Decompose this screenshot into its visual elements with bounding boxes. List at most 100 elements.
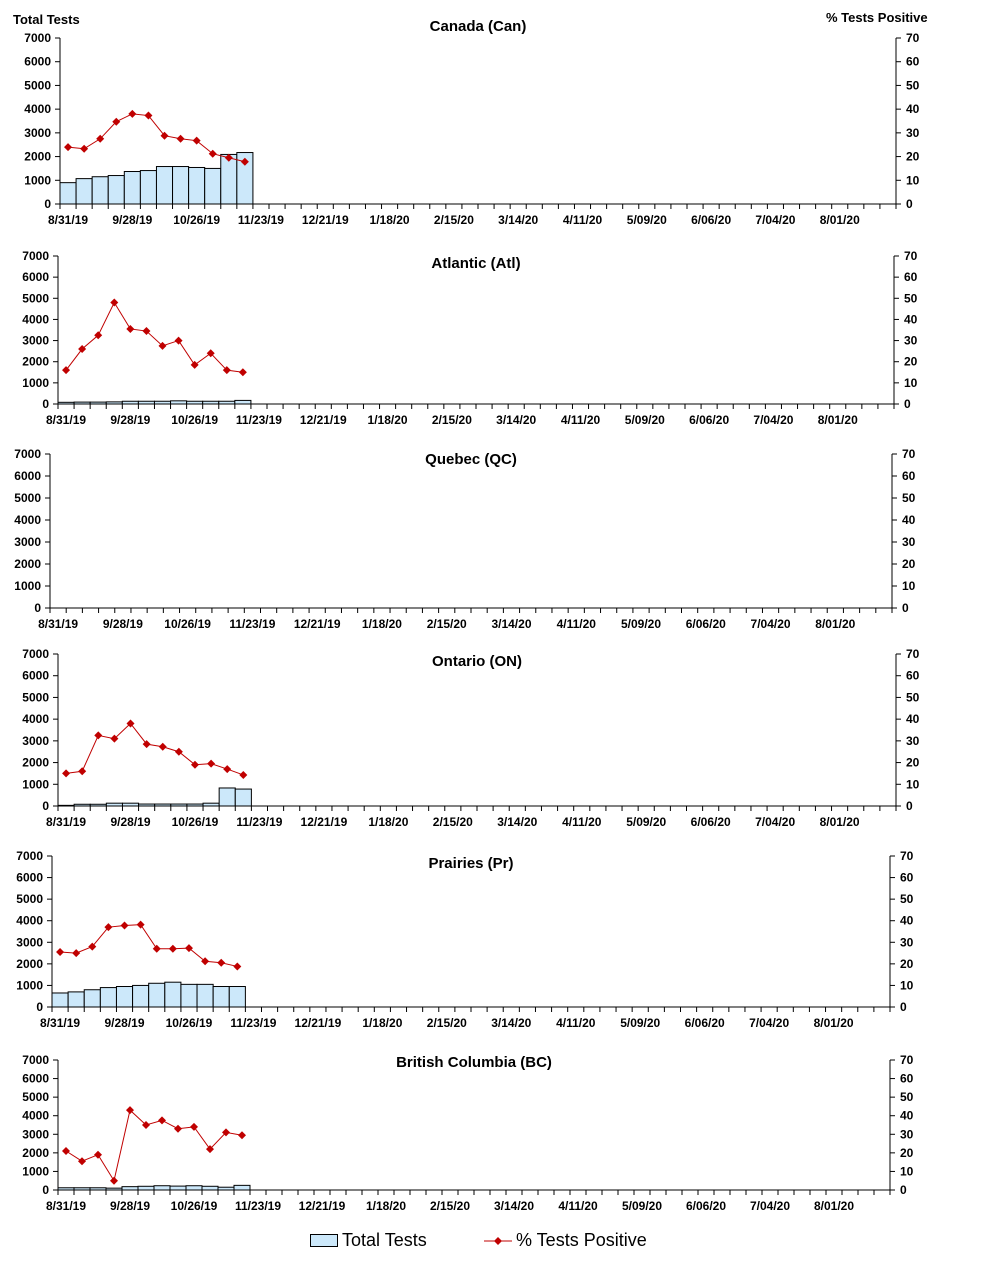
bar-total-tests bbox=[105, 802, 123, 807]
pct-marker bbox=[184, 944, 193, 953]
pct-marker bbox=[224, 153, 233, 162]
bar-total-tests bbox=[233, 1184, 251, 1191]
y2-tick-label: 70 bbox=[904, 249, 918, 263]
bar-total-tests bbox=[89, 803, 107, 807]
pct-marker bbox=[190, 360, 199, 369]
y-tick-label: 4000 bbox=[24, 102, 51, 116]
x-tick-label: 6/06/20 bbox=[685, 1016, 725, 1030]
bar-total-tests bbox=[138, 803, 156, 807]
panel-2: Quebec (QC) 0 0 1000 10 2000 20 3000 30 4000 40 500… bbox=[14, 447, 915, 631]
y2-tick-label: 0 bbox=[906, 197, 913, 211]
bar-total-tests bbox=[202, 400, 220, 405]
x-tick-label: 3/14/20 bbox=[491, 1016, 531, 1030]
right-axis-title: % Tests Positive bbox=[826, 10, 928, 25]
bar-total-tests bbox=[73, 1187, 91, 1191]
x-tick-label: 6/06/20 bbox=[691, 815, 731, 829]
bar-total-tests bbox=[89, 401, 107, 405]
pct-marker bbox=[238, 1131, 246, 1140]
x-tick-label: 10/26/19 bbox=[171, 1199, 218, 1213]
x-tick-label: 9/28/19 bbox=[112, 213, 152, 227]
bar-total-tests bbox=[218, 400, 236, 405]
y-tick-label: 4000 bbox=[22, 1109, 49, 1123]
bar-total-tests bbox=[132, 984, 150, 1008]
pct-marker bbox=[62, 1147, 70, 1155]
y-tick-label: 2000 bbox=[24, 150, 51, 164]
x-tick-label: 1/18/20 bbox=[368, 815, 408, 829]
y-tick-label: 4000 bbox=[14, 513, 41, 527]
pct-marker bbox=[152, 944, 161, 953]
pct-marker bbox=[144, 111, 153, 120]
y2-tick-label: 50 bbox=[906, 690, 920, 704]
pct-marker bbox=[104, 923, 113, 932]
pct-marker bbox=[190, 1122, 198, 1131]
x-tick-label: 2/15/20 bbox=[432, 413, 472, 427]
y-tick-label: 5000 bbox=[14, 491, 41, 505]
panel-title: British Columbia (BC) bbox=[396, 1054, 552, 1071]
pct-marker bbox=[206, 1145, 214, 1154]
x-tick-label: 4/11/20 bbox=[557, 617, 597, 631]
bar-total-tests bbox=[169, 1185, 187, 1191]
pct-marker bbox=[174, 1124, 182, 1133]
y2-tick-label: 60 bbox=[906, 55, 920, 69]
y-tick-label: 3000 bbox=[22, 734, 49, 748]
pct-marker bbox=[80, 144, 89, 153]
pct-marker bbox=[217, 958, 226, 967]
pct-marker bbox=[222, 366, 231, 375]
panel-1: Atlantic (Atl) 0 0 1000 10 2000 20 3000 30 4000 40… bbox=[22, 249, 917, 427]
pct-marker bbox=[142, 740, 151, 749]
x-tick-label: 8/31/19 bbox=[40, 1016, 80, 1030]
y-tick-label: 1000 bbox=[22, 376, 49, 390]
bar-total-tests bbox=[172, 166, 190, 205]
x-tick-label: 8/01/20 bbox=[820, 815, 860, 829]
y2-tick-label: 60 bbox=[902, 469, 916, 483]
pct-marker bbox=[72, 949, 81, 958]
panel-3: Ontario (ON) 0 0 1000 10 2000 20 3000 30 4000 40 50… bbox=[22, 647, 919, 829]
bar-total-tests bbox=[202, 802, 220, 807]
y-tick-label: 4000 bbox=[22, 712, 49, 726]
y-tick-label: 3000 bbox=[22, 334, 49, 348]
y2-tick-label: 40 bbox=[902, 513, 916, 527]
x-tick-label: 8/31/19 bbox=[48, 213, 88, 227]
bar-total-tests bbox=[57, 401, 75, 405]
x-tick-label: 11/23/19 bbox=[238, 213, 284, 227]
bar-total-tests bbox=[121, 802, 140, 807]
y2-tick-label: 0 bbox=[906, 799, 913, 813]
bar-total-tests bbox=[201, 1185, 219, 1191]
x-tick-label: 7/04/20 bbox=[753, 413, 793, 427]
x-tick-label: 3/14/20 bbox=[494, 1199, 534, 1213]
y-tick-label: 6000 bbox=[22, 270, 49, 284]
pct-marker bbox=[190, 760, 199, 769]
bar-total-tests bbox=[59, 182, 77, 205]
y-tick-label: 0 bbox=[34, 601, 41, 615]
line-pct-positive bbox=[60, 924, 238, 967]
y2-tick-label: 70 bbox=[900, 849, 914, 863]
pct-marker bbox=[158, 341, 167, 350]
y-tick-label: 4000 bbox=[22, 312, 49, 326]
x-tick-label: 11/23/19 bbox=[229, 617, 275, 631]
pct-marker bbox=[206, 349, 215, 358]
pct-marker bbox=[94, 1150, 102, 1159]
y-tick-label: 0 bbox=[42, 397, 49, 411]
bar-total-tests bbox=[115, 986, 134, 1008]
bar-total-tests bbox=[170, 803, 188, 807]
x-tick-label: 9/28/19 bbox=[104, 1016, 144, 1030]
y2-tick-label: 40 bbox=[904, 312, 918, 326]
x-tick-label: 10/26/19 bbox=[173, 213, 220, 227]
x-tick-label: 12/21/19 bbox=[301, 815, 348, 829]
x-tick-label: 7/04/20 bbox=[751, 617, 791, 631]
legend-bars: Total Tests bbox=[310, 1230, 427, 1251]
x-tick-label: 3/14/20 bbox=[496, 413, 536, 427]
bar-total-tests bbox=[75, 178, 93, 205]
line-pct-positive bbox=[67, 113, 246, 163]
y2-tick-label: 10 bbox=[900, 1164, 914, 1178]
x-tick-label: 4/11/20 bbox=[563, 213, 603, 227]
y-tick-label: 2000 bbox=[16, 957, 43, 971]
x-tick-label: 6/06/20 bbox=[686, 617, 726, 631]
x-tick-label: 9/28/19 bbox=[110, 413, 150, 427]
y2-tick-label: 10 bbox=[906, 173, 920, 187]
y2-tick-label: 50 bbox=[902, 491, 916, 505]
y2-tick-label: 70 bbox=[902, 447, 916, 461]
y-tick-label: 5000 bbox=[22, 690, 49, 704]
bar-total-tests bbox=[123, 171, 141, 205]
y2-tick-label: 50 bbox=[906, 78, 920, 92]
